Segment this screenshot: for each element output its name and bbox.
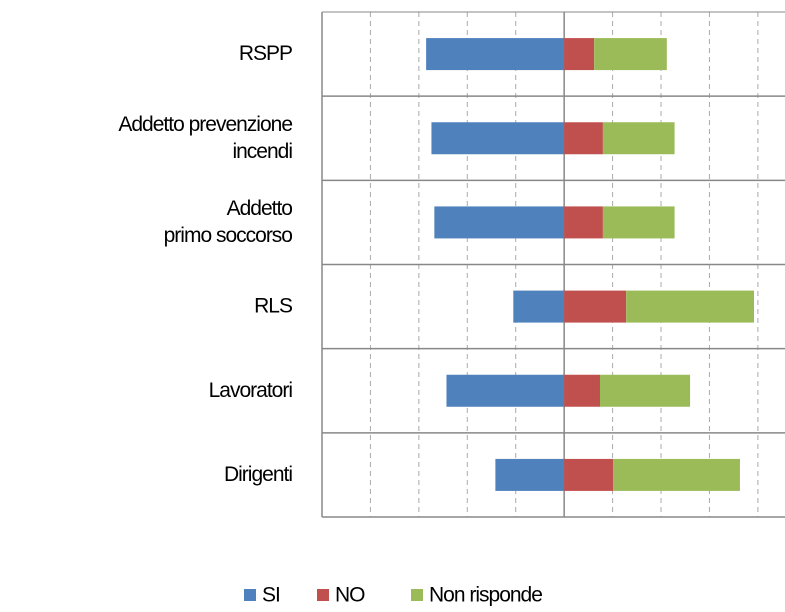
y-tick-label-line: Addetto (227, 196, 293, 219)
bar-segment (564, 122, 603, 155)
legend-label: SI (262, 584, 280, 607)
bar-segment (513, 290, 565, 323)
y-tick-label-line: RSPP (239, 42, 292, 65)
legend-swatch (244, 589, 256, 601)
legend-label: NO (335, 584, 365, 607)
bar-segment (564, 458, 614, 491)
bar-segment (564, 290, 627, 323)
bar-segment (434, 206, 565, 239)
bar-segment (599, 374, 691, 407)
bar-segment (613, 458, 740, 491)
legend-swatch (411, 589, 423, 601)
bar-segment (431, 122, 565, 155)
y-tick-label-line: incendi (232, 139, 292, 162)
bar-segment (564, 374, 600, 407)
y-tick-label: RLS (254, 294, 293, 317)
bar-segment (564, 206, 603, 239)
bar-segment (426, 38, 565, 71)
bar-segment (602, 206, 675, 239)
legend-label: Non risponde (429, 584, 542, 607)
legend-swatch (317, 589, 329, 601)
y-tick-label: Dirigenti (224, 462, 292, 485)
y-tick-label-line: primo soccorso (164, 223, 293, 246)
bar-segment (564, 38, 595, 71)
y-tick-label-line: RLS (254, 294, 293, 317)
y-tick-label-line: Lavoratori (209, 378, 293, 401)
bar-segment (495, 458, 565, 491)
y-tick-label-line: Dirigenti (224, 462, 292, 485)
y-tick-label: Lavoratori (209, 378, 293, 401)
bar-segment (446, 374, 565, 407)
bar-segment (626, 290, 755, 323)
y-tick-label-line: Addetto prevenzione (118, 112, 292, 135)
bar-segment (602, 122, 675, 155)
y-tick-label: Addetto primo soccorso (164, 196, 293, 246)
y-tick-label: RSPP (239, 42, 292, 65)
bar-segment (594, 38, 667, 71)
y-tick-label: Addetto prevenzione incendi (118, 112, 292, 162)
